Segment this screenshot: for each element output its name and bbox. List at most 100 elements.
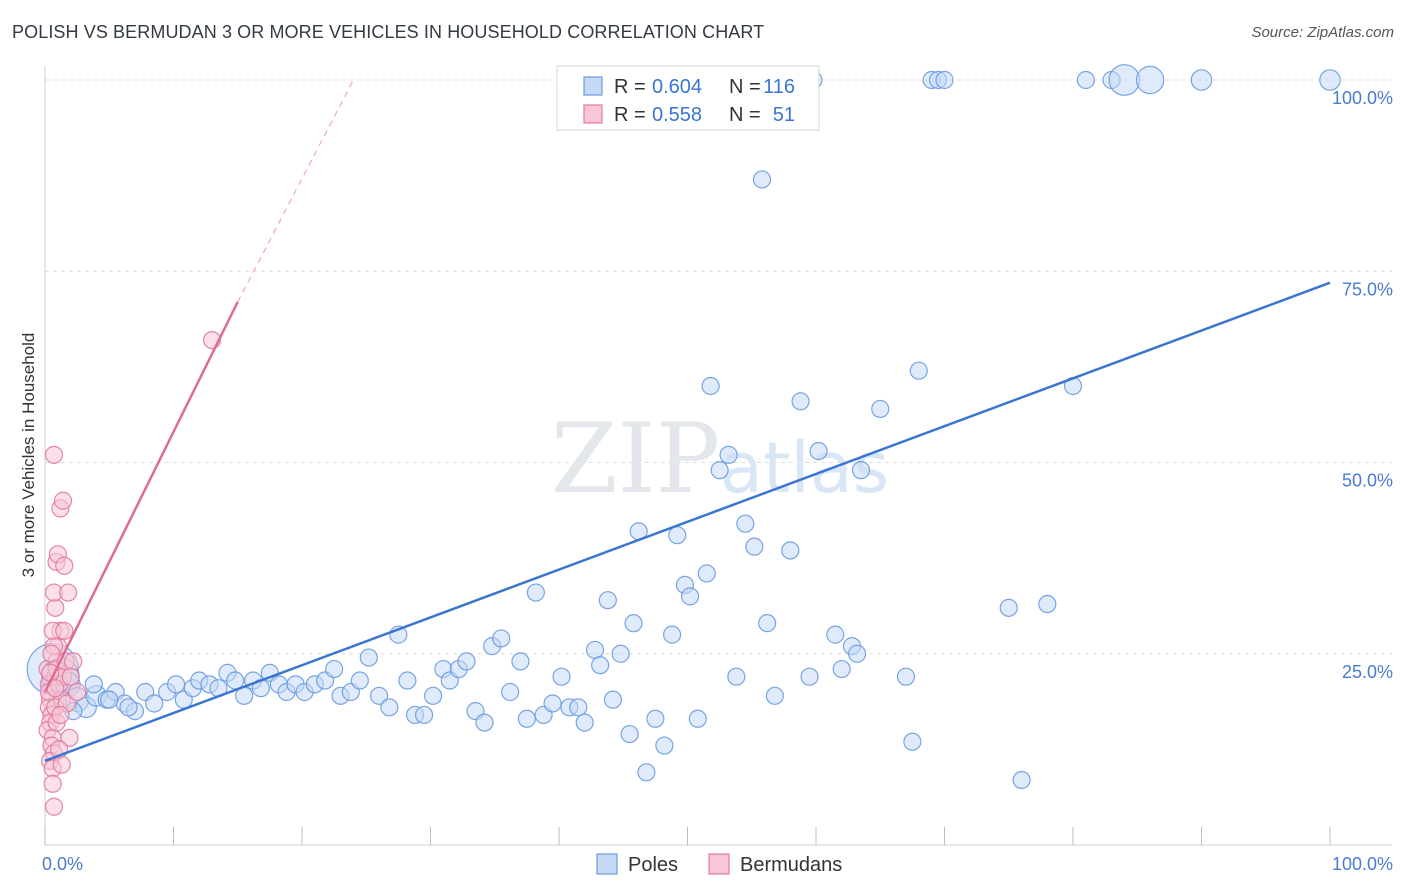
data-points: [26, 64, 1341, 816]
poles-point: [414, 705, 434, 725]
n-label: N =: [729, 76, 761, 98]
poles-point: [903, 732, 922, 751]
poles-point: [1038, 594, 1057, 614]
bottom-legend: Poles Bermudans: [596, 853, 842, 876]
poles-point: [781, 541, 800, 560]
bermudans-point: [53, 491, 73, 510]
bermudans-point: [46, 598, 65, 617]
grid-lines: [45, 79, 1392, 655]
bermudans-point: [52, 755, 71, 774]
poles-point: [166, 675, 186, 694]
poles-point: [620, 724, 639, 744]
poles-point: [896, 667, 916, 686]
poles-point: [603, 690, 623, 709]
source-credit: Source: ZipAtlas.com: [1251, 24, 1394, 41]
poles-point: [84, 675, 103, 694]
trend-lines: [43, 79, 1331, 763]
poles-point: [758, 614, 777, 633]
poles-point: [475, 713, 494, 732]
y-axis-label: 3 or more Vehicles in Household: [19, 333, 38, 578]
poles-point: [380, 698, 399, 717]
poles-point: [851, 461, 871, 480]
poles-point: [569, 698, 588, 717]
n-value: 51: [773, 104, 795, 126]
poles-point: [370, 686, 389, 705]
r-label: R =: [614, 104, 646, 126]
bermudans-point: [61, 667, 80, 686]
poles-point: [662, 625, 682, 644]
bermudans-point: [43, 774, 62, 793]
y-tick-label: 25.0%: [1342, 662, 1393, 682]
poles-point: [492, 629, 511, 648]
r-label: R =: [614, 76, 646, 98]
poles-point: [800, 667, 819, 686]
x-tick-label-min: 0.0%: [42, 854, 83, 874]
bermudans-point: [55, 621, 74, 640]
poles-point: [226, 671, 245, 690]
poles-point: [680, 587, 700, 606]
poles-point: [526, 583, 545, 602]
bermudans-legend-swatch: [708, 853, 730, 875]
poles-point: [1076, 70, 1095, 90]
poles-point: [697, 564, 716, 583]
poles-point: [543, 694, 562, 713]
poles-point: [809, 441, 828, 461]
poles-legend-label: Poles: [628, 854, 678, 876]
poles-point: [624, 614, 643, 633]
stats-swatch-bermudans: [583, 104, 603, 124]
poles-point: [517, 709, 536, 728]
poles-point: [145, 694, 164, 713]
poles-point: [710, 461, 729, 480]
poles-point: [765, 686, 784, 705]
bermudans-trend-extension: [237, 79, 354, 303]
poles-point: [119, 698, 138, 717]
poles-point: [511, 652, 530, 671]
poles-point: [848, 644, 867, 663]
poles-point: [637, 763, 656, 782]
poles-point: [646, 709, 665, 728]
poles-point: [727, 667, 746, 686]
y-tick-label: 100.0%: [1332, 88, 1393, 108]
poles-point: [350, 671, 369, 690]
poles-point: [832, 659, 851, 679]
bermudans-point: [55, 556, 74, 575]
stats-legend: R = 0.604 N = 116 R = 0.558 N = 51: [556, 65, 820, 131]
poles-point: [752, 170, 772, 189]
poles-trend-line: [44, 281, 1331, 763]
tick-labels: 25.0% 50.0% 75.0% 100.0% 0.0% 100.0%: [42, 88, 1393, 874]
poles-point: [591, 656, 610, 675]
poles-point: [398, 671, 417, 690]
watermark: ZIPatlas: [551, 403, 889, 515]
n-value: 116: [763, 76, 795, 98]
chart-title: POLISH VS BERMUDAN 3 OR MORE VEHICLES IN…: [12, 22, 765, 42]
poles-point: [935, 70, 954, 90]
bermudans-point: [68, 682, 87, 702]
poles-point: [871, 399, 890, 419]
poles-point: [598, 591, 617, 610]
poles-point: [1012, 770, 1031, 790]
poles-point: [359, 648, 378, 667]
stats-swatch-poles: [583, 76, 603, 96]
poles-point: [655, 736, 674, 755]
poles-point: [668, 526, 687, 545]
bermudans-point: [64, 652, 83, 671]
poles-point: [701, 376, 720, 396]
y-tick-label: 75.0%: [1342, 279, 1393, 299]
bermudans-point: [44, 797, 64, 816]
poles-point: [999, 598, 1018, 617]
poles-point: [688, 709, 707, 728]
poles-point: [325, 659, 344, 679]
poles-point: [1319, 69, 1341, 91]
poles-point: [552, 667, 571, 686]
poles-point: [501, 682, 520, 702]
poles-point: [826, 625, 845, 644]
poles-point: [423, 686, 443, 705]
bermudans-point: [60, 728, 79, 748]
poles-point: [1190, 69, 1213, 91]
watermark-text: ZIPatlas: [551, 403, 889, 515]
poles-point: [457, 652, 476, 671]
bermudans-legend-label: Bermudans: [740, 854, 842, 876]
r-value: 0.604: [652, 76, 702, 98]
x-tick-label-max: 100.0%: [1332, 854, 1393, 874]
